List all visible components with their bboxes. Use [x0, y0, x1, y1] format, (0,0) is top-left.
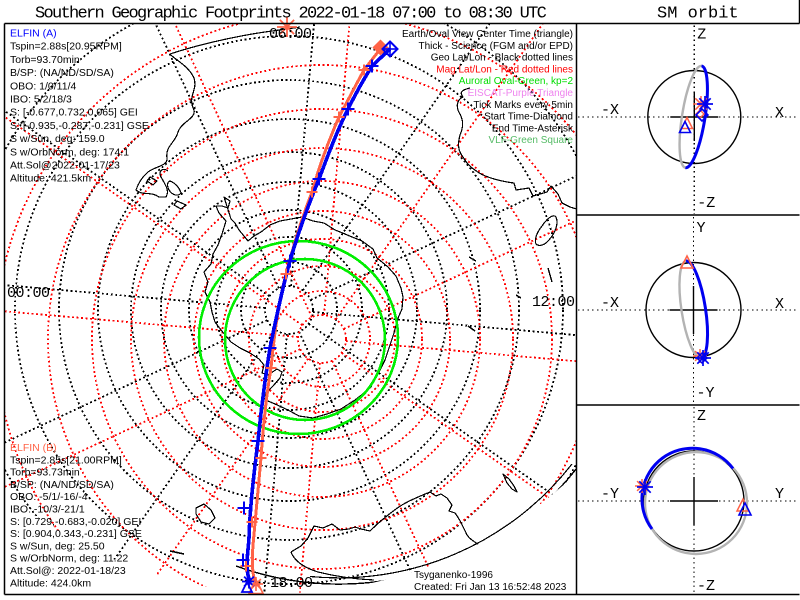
svg-text:S w/OrbNorm, deg: 11.22: S w/OrbNorm, deg: 11.22: [10, 553, 128, 565]
svg-text:X: X: [775, 105, 784, 122]
svg-text:VLF-Green Square: VLF-Green Square: [489, 135, 574, 146]
svg-text:Created: Fri Jan 13 16:52:48 2: Created: Fri Jan 13 16:52:48 2023: [414, 582, 567, 593]
svg-text:-Z: -Z: [697, 578, 715, 595]
svg-text:-Y: -Y: [697, 385, 715, 402]
svg-text:Thick - Science (FGM and/or EP: Thick - Science (FGM and/or EPD): [419, 41, 573, 52]
svg-text:EISCAT-Purple Triangle: EISCAT-Purple Triangle: [468, 88, 574, 99]
svg-text:S: [-0.935,-0.287,-0.231] GSE: S: [-0.935,-0.287,-0.231] GSE: [10, 120, 149, 132]
svg-text:Att.Sol@: 2022-01-18/23: Att.Sol@: 2022-01-18/23: [10, 565, 126, 577]
svg-text:X: X: [775, 296, 784, 313]
svg-text:Mag Lat/Lon - Red dotted lines: Mag Lat/Lon - Red dotted lines: [436, 64, 573, 75]
svg-text:OBO: -5/1/-16/-4: OBO: -5/1/-16/-4: [10, 491, 88, 503]
svg-text:06:00: 06:00: [269, 26, 312, 43]
svg-text:Altitude: 421.5km: Altitude: 421.5km: [10, 173, 91, 185]
svg-text:Z: Z: [697, 408, 706, 425]
svg-text:Tspin=2.88s[20.95RPM]: Tspin=2.88s[20.95RPM]: [10, 41, 122, 53]
svg-text:Altitude: 424.0km: Altitude: 424.0km: [10, 577, 91, 589]
svg-text:Tsyganenko-1996: Tsyganenko-1996: [414, 570, 493, 581]
svg-text:SM orbit: SM orbit: [657, 5, 739, 24]
svg-text:S w/Sun, deg: 159.0: S w/Sun, deg: 159.0: [10, 133, 105, 145]
svg-text:S w/OrbNorm, deg: 174.1: S w/OrbNorm, deg: 174.1: [10, 146, 129, 158]
svg-text:12:00: 12:00: [532, 294, 575, 311]
svg-text:End Time-Asterisk: End Time-Asterisk: [492, 123, 574, 134]
svg-text:S: [0.729,-0.683,-0.020] GEI: S: [0.729,-0.683,-0.020] GEI: [10, 516, 141, 528]
svg-text:Earth/Oval View Center Time (t: Earth/Oval View Center Time (triangle): [402, 29, 573, 40]
svg-text:Auroral Oval-Green, kp=2: Auroral Oval-Green, kp=2: [459, 76, 574, 87]
svg-text:-Y: -Y: [601, 486, 619, 503]
svg-text:S: [-0.677,0.732,0.065] GEI: S: [-0.677,0.732,0.065] GEI: [10, 107, 138, 119]
svg-text:S: [0.904,0.343,-0.231] GSE: S: [0.904,0.343,-0.231] GSE: [10, 528, 142, 540]
svg-text:IBO: -10/3/-21/1: IBO: -10/3/-21/1: [10, 504, 85, 516]
svg-text:Start Time-Diamond: Start Time-Diamond: [484, 112, 573, 123]
svg-text:IBO: 5/2/18/3: IBO: 5/2/18/3: [10, 94, 72, 106]
svg-text:ELFIN (A): ELFIN (A): [10, 28, 57, 40]
svg-text:Tick Marks every 5min: Tick Marks every 5min: [473, 100, 573, 111]
svg-text:S w/Sun, deg: 25.50: S w/Sun, deg: 25.50: [10, 540, 105, 552]
svg-text:Y: Y: [697, 220, 706, 237]
svg-text:-X: -X: [601, 295, 619, 312]
svg-text:00:00: 00:00: [7, 285, 50, 302]
svg-text:Torb=93.70min: Torb=93.70min: [10, 54, 80, 66]
svg-text:Att.Sol@2022-01-17/23: Att.Sol@2022-01-17/23: [10, 160, 120, 172]
svg-text:Geo Lat/Lon - Black dotted lin: Geo Lat/Lon - Black dotted lines: [431, 53, 573, 64]
svg-text:-X: -X: [601, 102, 619, 119]
svg-text:B/SP: (NA/ND/SD/SA): B/SP: (NA/ND/SD/SA): [10, 67, 114, 79]
svg-text:Z: Z: [697, 27, 706, 44]
svg-text:Torb=93.73min: Torb=93.73min: [10, 467, 80, 479]
svg-text:OBO: 1/0/11/4: OBO: 1/0/11/4: [10, 80, 77, 92]
svg-text:Tspin=2.85s[21.00RPM]: Tspin=2.85s[21.00RPM]: [10, 454, 122, 466]
svg-text:Y: Y: [775, 486, 784, 503]
svg-text:Southern Geographic Footprints: Southern Geographic Footprints 2022-01-1…: [35, 5, 547, 24]
svg-text:18:00: 18:00: [270, 575, 313, 592]
svg-text:B/SP: (NA/ND/SD/SA): B/SP: (NA/ND/SD/SA): [10, 479, 114, 491]
svg-text:-Z: -Z: [697, 195, 715, 212]
svg-text:ELFIN (B): ELFIN (B): [10, 442, 57, 454]
